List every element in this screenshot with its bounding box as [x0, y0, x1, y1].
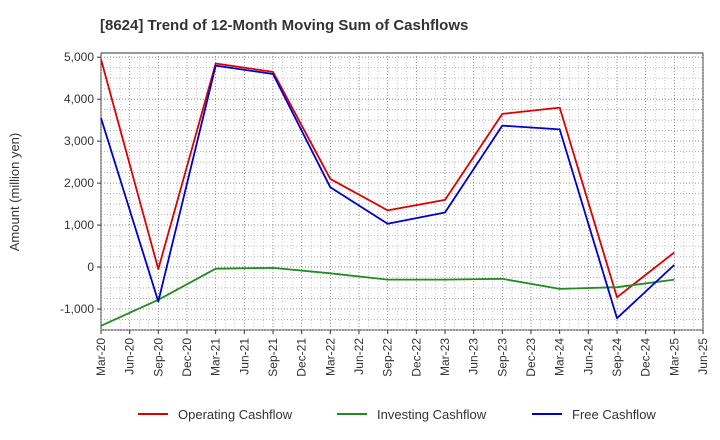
x-tick-label: Jun-23 — [467, 338, 481, 375]
x-tick-label: Jun-22 — [352, 338, 366, 375]
x-tick-label: Sep-23 — [495, 338, 509, 377]
y-tick-label: 2,000 — [64, 176, 94, 190]
x-tick-label: Mar-22 — [323, 338, 337, 376]
y-tick-label: -1,000 — [60, 302, 94, 316]
x-tick-label: Mar-21 — [209, 338, 223, 376]
series-line — [100, 266, 675, 327]
x-tick-label: Jun-24 — [581, 338, 595, 375]
plot-background — [101, 53, 703, 330]
legend-label: Free Cashflow — [572, 407, 656, 422]
x-tick-label: Dec-20 — [180, 338, 194, 377]
series-line — [100, 59, 675, 299]
series-line — [100, 64, 675, 320]
x-tick-label: Dec-21 — [295, 338, 309, 377]
x-tick-label: Mar-24 — [553, 338, 567, 376]
series-lines — [100, 59, 675, 327]
x-tick-label: Sep-22 — [381, 338, 395, 377]
legend-label: Investing Cashflow — [377, 407, 487, 422]
x-tick-label: Mar-20 — [94, 338, 108, 376]
y-axis-label: Amount (million yen) — [7, 133, 22, 252]
x-tick-label: Dec-22 — [409, 338, 423, 377]
chart-title: [8624] Trend of 12-Month Moving Sum of C… — [100, 17, 468, 34]
y-tick-label: 1,000 — [64, 218, 94, 232]
x-tick-label: Dec-24 — [639, 338, 653, 377]
y-tick-label: 4,000 — [64, 92, 94, 106]
x-tick-label: Mar-25 — [667, 338, 681, 376]
y-tick-label: 3,000 — [64, 134, 94, 148]
grid-lines — [100, 53, 704, 331]
y-tick-label: 5,000 — [64, 50, 94, 64]
legend: Operating Cashflow Investing Cashflow Free… — [138, 407, 656, 422]
x-tick-label: Jun-20 — [123, 338, 137, 375]
x-tick-label: Dec-23 — [524, 338, 538, 377]
x-tick-label: Sep-24 — [610, 338, 624, 377]
x-tick-label: Sep-21 — [266, 338, 280, 377]
legend-label: Operating Cashflow — [178, 407, 293, 422]
y-axis: -1,000 0 1,000 2,000 3,000 4,000 5,000 — [60, 50, 101, 316]
x-tick-label: Sep-20 — [151, 338, 165, 377]
y-tick-label: 0 — [87, 260, 94, 274]
x-tick-label: Jun-21 — [237, 338, 251, 375]
x-tick-label: Mar-23 — [438, 338, 452, 376]
x-axis: Mar-20 Jun-20 Sep-20 Dec-20 Mar-21 Jun-21 Sep-… — [94, 330, 710, 377]
plot-area — [100, 52, 704, 331]
x-tick-label: Jun-25 — [696, 338, 710, 375]
